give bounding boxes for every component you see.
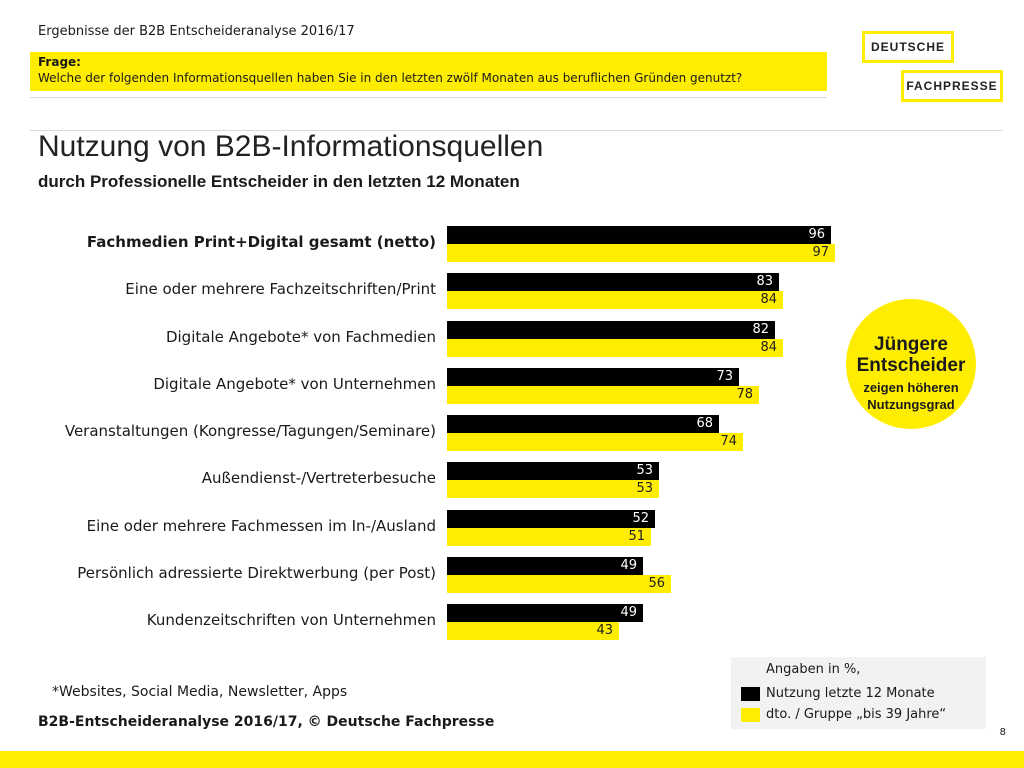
bar-total [447, 556, 643, 575]
bar-young [447, 291, 783, 310]
bar-young [447, 244, 835, 262]
logo-fachpresse: FACHPRESSE [901, 70, 1003, 102]
value-label: 97 [812, 245, 829, 260]
bar-total [447, 462, 659, 481]
chart-subtitle: durch Professionelle Entscheider in den … [38, 172, 520, 191]
legend-swatch-yellow [741, 708, 760, 722]
callout-bubble: Jüngere Entscheider zeigen höheren Nutzu… [846, 299, 976, 429]
legend-item-young: dto. / Gruppe „bis 39 Jahre“ [766, 707, 947, 722]
value-label: 74 [720, 434, 737, 449]
bar-total [447, 604, 643, 622]
callout-text: zeigen höheren Nutzungsgrad [863, 380, 959, 412]
value-label: 43 [596, 623, 613, 638]
footnote: *Websites, Social Media, Newsletter, App… [52, 684, 348, 700]
category-label: Digitale Angebote* von Fachmedien [165, 327, 436, 346]
bar-total [447, 509, 655, 528]
logo-line2: FACHPRESSE [906, 79, 998, 93]
value-label: 96 [808, 227, 825, 242]
callout-headline: Jüngere Entscheider [856, 334, 966, 376]
value-label: 84 [760, 339, 777, 355]
value-label: 84 [760, 292, 777, 308]
value-label: 49 [620, 557, 637, 573]
bar-total [447, 320, 775, 339]
question-label: Frage: [38, 55, 81, 69]
bar-total [447, 415, 719, 433]
chart-title: Nutzung von B2B-Informationsquellen [38, 130, 544, 163]
content-divider [30, 130, 1003, 131]
value-label: 49 [620, 605, 637, 620]
question-box: Frage: Welche der folgenden Informations… [30, 52, 827, 91]
bar-young [447, 385, 759, 404]
value-label: 68 [696, 416, 713, 431]
value-label: 51 [628, 528, 645, 544]
question-text: Welche der folgenden Informationsquellen… [38, 71, 743, 85]
bar-young [447, 622, 619, 640]
legend-swatch-black [741, 687, 760, 701]
category-label: Fachmedien Print+Digital gesamt (netto) [86, 233, 436, 251]
value-label: 52 [632, 510, 649, 526]
report-header: Ergebnisse der B2B Entscheideranalyse 20… [38, 24, 355, 39]
logo-deutsche: DEUTSCHE [862, 31, 954, 63]
value-label: 82 [752, 321, 769, 337]
header-divider [30, 97, 827, 98]
bar-total [447, 367, 739, 386]
value-label: 73 [716, 368, 733, 384]
bar-young [447, 574, 671, 593]
category-label: Digitale Angebote* von Unternehmen [153, 374, 436, 393]
category-label: Eine oder mehrere Fachmessen im In-/Ausl… [86, 516, 436, 535]
page-number: 8 [999, 727, 1006, 738]
category-label: Eine oder mehrere Fachzeitschriften/Prin… [125, 280, 436, 299]
legend-header: Angaben in %, [766, 662, 861, 677]
footer-bar [0, 751, 1024, 768]
legend: Angaben in %, Nutzung letzte 12 Monate d… [731, 657, 986, 729]
category-label: Veranstaltungen (Kongresse/Tagungen/Semi… [64, 422, 436, 440]
bar-young [447, 527, 651, 546]
bar-young [447, 433, 743, 451]
legend-item-total: Nutzung letzte 12 Monate [766, 686, 935, 701]
category-label: Persönlich adressierte Direktwerbung (pe… [77, 563, 436, 582]
value-label: 53 [636, 481, 653, 497]
category-label: Kundenzeitschriften von Unternehmen [146, 611, 436, 629]
value-label: 53 [636, 463, 653, 479]
value-label: 83 [756, 274, 773, 290]
bar-young [447, 338, 783, 357]
source-note: B2B-Entscheideranalyse 2016/17, © Deutsc… [38, 714, 495, 730]
value-label: 78 [736, 386, 753, 402]
bar-young [447, 480, 659, 499]
value-label: 56 [648, 575, 665, 591]
category-label: Außendienst-/Vertreterbesuche [201, 469, 436, 488]
bar-total [447, 226, 831, 244]
bar-total [447, 273, 779, 292]
logo-line1: DEUTSCHE [870, 40, 945, 54]
